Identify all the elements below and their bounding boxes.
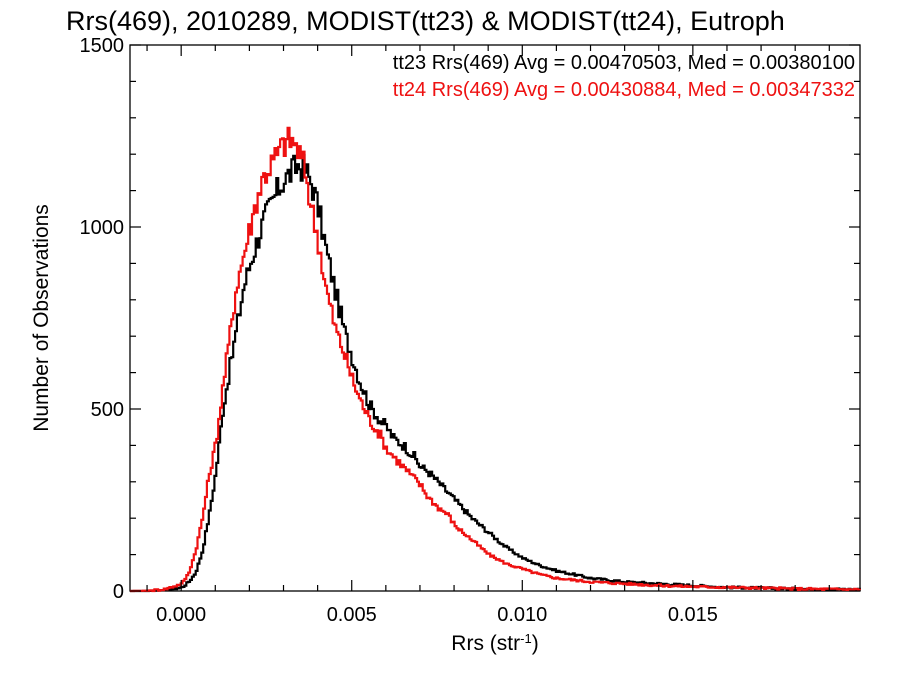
chart-title: Rrs(469), 2010289, MODIST(tt23) & MODIST… xyxy=(66,6,785,36)
x-axis-label-end: ) xyxy=(532,632,539,655)
x-tick-label: 0.015 xyxy=(668,604,718,626)
series-line-tt23 xyxy=(130,153,861,593)
legend-entry-tt23: tt23 Rrs(469) Avg = 0.00470503, Med = 0.… xyxy=(393,52,855,74)
legend-entry-tt24: tt24 Rrs(469) Avg = 0.00430884, Med = 0.… xyxy=(393,79,855,101)
x-tick-label: 0.005 xyxy=(327,604,377,626)
y-tick-label: 1000 xyxy=(80,217,125,239)
plot-frame xyxy=(129,44,861,592)
y-tick-label: 0 xyxy=(113,581,124,603)
x-tick-label: 0.010 xyxy=(497,604,547,626)
y-tick-label: 1500 xyxy=(80,35,125,57)
x-axis-label-superscript: -1 xyxy=(520,631,532,646)
series-layer xyxy=(130,126,861,593)
y-tick-label: 500 xyxy=(91,399,124,421)
y-axis-label: Number of Observations xyxy=(30,204,53,432)
x-axis-label-main: Rrs (str xyxy=(451,632,520,655)
tick-layer xyxy=(130,44,860,592)
series-line-tt24 xyxy=(130,126,861,593)
x-axis-label: Rrs (str-1) xyxy=(451,631,538,656)
tick-label-layer: 0.000 0.005 0.010 0.015 0 500 1000 1500 xyxy=(80,35,718,626)
x-tick-label: 0.000 xyxy=(156,604,206,626)
